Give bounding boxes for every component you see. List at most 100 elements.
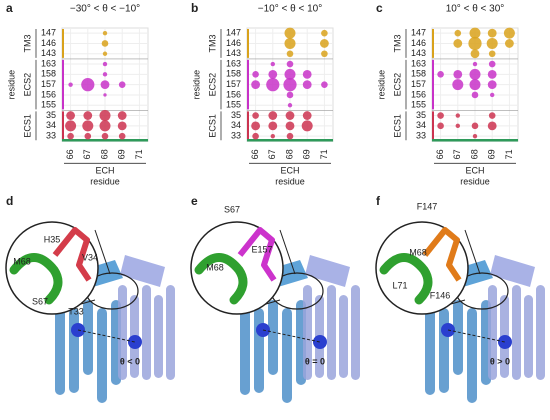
bubble	[486, 37, 498, 49]
group-label: ECH	[465, 166, 484, 176]
residue-label: S67	[32, 296, 48, 306]
bubble	[84, 132, 92, 140]
y-tick-label: 146	[226, 38, 241, 48]
helix-blue	[439, 308, 449, 393]
bubble	[251, 121, 260, 131]
bubble	[266, 78, 280, 92]
bubble	[470, 49, 480, 59]
y-tick-label: 147	[226, 28, 241, 38]
bubble	[286, 50, 294, 58]
zoom-line	[464, 229, 481, 275]
y-tick-label: 34	[416, 120, 426, 130]
bubble	[82, 120, 94, 132]
bubble	[268, 121, 278, 131]
group-label: ECH	[95, 166, 114, 176]
x-tick-label: 69	[117, 149, 127, 159]
residue-label: T33	[68, 306, 84, 316]
helix-lavender	[118, 285, 127, 380]
bubble	[99, 120, 111, 132]
x-tick-label: 67	[82, 149, 92, 159]
bubble	[101, 132, 109, 140]
bubble	[270, 61, 275, 67]
group-label: ECS1	[207, 114, 217, 138]
y-tick-label: 146	[411, 38, 426, 48]
bubble	[487, 121, 497, 131]
bubble	[302, 69, 312, 79]
bubble	[103, 93, 107, 97]
zoom-line	[279, 229, 296, 275]
helix-blue	[83, 300, 93, 375]
bubble	[286, 60, 294, 68]
helix-lavender	[488, 285, 497, 380]
group-label: ECS1	[392, 114, 402, 138]
residue-label: M68	[13, 256, 31, 266]
residue-label: M68	[409, 247, 427, 257]
helix-lavender	[339, 295, 348, 378]
x-tick-label: 68	[469, 149, 479, 159]
bubble	[453, 69, 463, 79]
y-tick-label: 143	[411, 48, 426, 58]
bubble	[321, 29, 328, 37]
bubble	[285, 121, 295, 131]
bubble	[81, 78, 95, 92]
bubble	[117, 111, 127, 120]
residue-sticks	[237, 227, 277, 282]
y-tick-label: 33	[231, 131, 241, 141]
bubble	[283, 78, 297, 92]
bubble	[488, 112, 496, 119]
bubble	[487, 80, 497, 90]
bubble	[469, 68, 481, 80]
y-tick-label: 147	[41, 28, 56, 38]
bubble	[252, 71, 259, 78]
panel-letter: d	[6, 194, 13, 208]
bubble	[285, 111, 295, 120]
x-tick-label: 69	[302, 149, 312, 159]
y-tick-label: 143	[41, 48, 56, 58]
bubble	[490, 92, 495, 98]
panel-letter: b	[191, 1, 198, 15]
y-axis-label: residue	[191, 70, 201, 100]
bubble	[302, 111, 312, 120]
helix-lavender	[512, 285, 521, 380]
helix-lavender	[142, 285, 151, 380]
y-tick-label: 158	[41, 69, 56, 79]
panel-letter: a	[6, 1, 13, 15]
bubble	[284, 37, 296, 49]
bubble	[102, 72, 108, 77]
helix-blue	[268, 300, 278, 375]
panel-letter: f	[376, 194, 381, 208]
y-tick-label: 155	[226, 100, 241, 110]
residue-sticks	[422, 227, 462, 282]
bubble	[488, 60, 496, 68]
y-axis-label: residue	[6, 70, 16, 100]
bubble	[287, 103, 293, 108]
panel-letter: e	[191, 194, 198, 208]
bubble	[83, 111, 93, 120]
bubble	[453, 39, 463, 48]
bubble	[286, 132, 294, 140]
bubble	[68, 82, 73, 87]
bubble	[65, 120, 77, 132]
y-tick-label: 34	[231, 120, 241, 130]
bubble	[454, 29, 462, 37]
bubble	[320, 39, 329, 48]
bubble	[66, 111, 75, 120]
bubble	[117, 121, 127, 131]
bubble	[321, 81, 328, 88]
bubble	[284, 27, 296, 39]
bubble	[503, 27, 515, 39]
bubble	[437, 122, 444, 130]
bubble	[268, 69, 278, 79]
y-tick-label: 163	[226, 58, 241, 68]
bubble	[471, 122, 479, 130]
helix-blue	[467, 308, 477, 403]
residue-label: V34	[82, 252, 98, 262]
x-tick-label: 68	[284, 149, 294, 159]
bubble	[252, 132, 259, 140]
y-tick-label: 158	[226, 69, 241, 79]
y-tick-label: 147	[411, 28, 426, 38]
y-tick-label: 158	[411, 69, 426, 79]
bubble	[118, 132, 126, 140]
ech-helix	[379, 253, 433, 305]
bubble	[100, 80, 110, 90]
